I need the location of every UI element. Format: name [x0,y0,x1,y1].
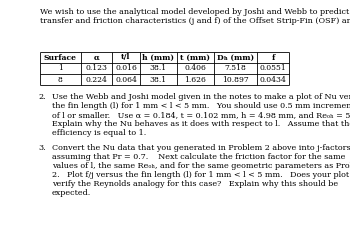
Text: 0.0551: 0.0551 [260,65,286,73]
Text: expected.: expected. [52,189,91,197]
Text: 38.1: 38.1 [150,65,167,73]
Text: verify the Reynolds analogy for this case?   Explain why this should be: verify the Reynolds analogy for this cas… [52,180,338,188]
Text: We wish to use the analytical model developed by Joshi and Webb to predict the h: We wish to use the analytical model deve… [40,8,350,16]
Text: 8: 8 [58,76,63,84]
Text: 0.0434: 0.0434 [260,76,286,84]
Text: t/l: t/l [121,54,131,62]
Text: values of l, the same Reₒₕ, and for the same geometric parameters as Problem: values of l, the same Reₒₕ, and for the … [52,162,350,170]
Text: Dₕ (mm): Dₕ (mm) [217,54,254,62]
Text: of l or smaller.   Use α = 0.184, t = 0.102 mm, h = 4.98 mm, and Reₒₕ = 500.: of l or smaller. Use α = 0.184, t = 0.10… [52,111,350,119]
Text: 0.123: 0.123 [85,65,107,73]
Text: Convert the Nu data that you generated in Problem 2 above into j-factors by: Convert the Nu data that you generated i… [52,144,350,152]
Text: transfer and friction characteristics (j and f) of the Offset Strip-Fin (OSF) ar: transfer and friction characteristics (j… [40,17,350,25]
Text: Use the Webb and Joshi model given in the notes to make a plot of Nu versus: Use the Webb and Joshi model given in th… [52,93,350,101]
Text: α: α [93,54,99,62]
Text: efficiency is equal to 1.: efficiency is equal to 1. [52,129,146,137]
Text: 3.: 3. [38,144,46,152]
Text: 10.897: 10.897 [222,76,249,84]
Text: 1.626: 1.626 [184,76,206,84]
Text: assuming that Pr = 0.7.    Next calculate the friction factor for the same: assuming that Pr = 0.7. Next calculate t… [52,153,345,161]
Text: 0.406: 0.406 [184,65,206,73]
Text: Surface: Surface [44,54,77,62]
Text: Explain why the Nu behaves as it does with respect to l.   Assume that the fin: Explain why the Nu behaves as it does wi… [52,120,350,128]
Text: 0.224: 0.224 [85,76,107,84]
Text: 0.016: 0.016 [115,65,137,73]
Text: t (mm): t (mm) [180,54,210,62]
Text: 38.1: 38.1 [150,76,167,84]
Text: 2.: 2. [38,93,46,101]
Text: 7.518: 7.518 [224,65,246,73]
Text: f: f [271,54,275,62]
Text: the fin length (l) for 1 mm < l < 5 mm.   You should use 0.5 mm increments: the fin length (l) for 1 mm < l < 5 mm. … [52,102,350,110]
Text: 0.064: 0.064 [115,76,137,84]
Text: h (mm): h (mm) [142,54,174,62]
Text: 2.   Plot f/j versus the fin length (l) for 1 mm < l < 5 mm.   Does your plot: 2. Plot f/j versus the fin length (l) fo… [52,171,349,179]
Text: 1: 1 [58,65,63,73]
